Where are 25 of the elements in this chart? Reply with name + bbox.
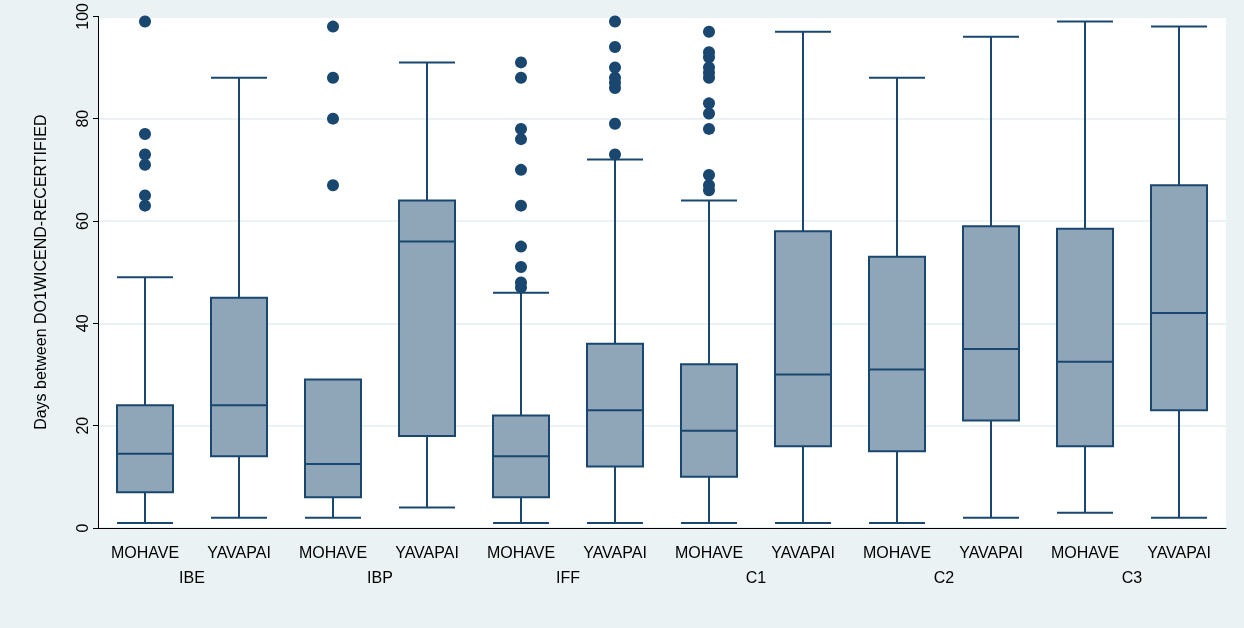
x-tick-label: MOHAVE [674,543,744,561]
text: IBP [367,568,393,586]
text: C2 [933,568,955,586]
x-tick-label: MOHAVE [486,543,556,561]
y-axis-title: Days between DO1WICEND-RECERTIFIED [31,114,49,430]
y-tick-label: 100 [73,2,91,30]
x-tick-label: YAVAPAI [395,543,459,561]
y-tick-label: 60 [73,212,91,230]
y-tick-label: 80 [73,109,91,128]
y-tick-label: 0 [73,523,91,533]
y-tick-label: 40 [73,314,91,333]
x-tick-label: MOHAVE [862,543,932,561]
text: C3 [1121,568,1143,586]
text: IBE [179,568,205,586]
x-tick-label: YAVAPAI [207,543,271,561]
x-tick-label: YAVAPAI [1147,543,1211,561]
x-tick-label: YAVAPAI [583,543,647,561]
x-tick-label: YAVAPAI [771,543,835,561]
y-tick-label: 20 [73,416,91,435]
x-tick-label: MOHAVE [1050,543,1120,561]
x-tick-label: MOHAVE [110,543,180,561]
x-tick-label: YAVAPAI [959,543,1023,561]
x-tick-label: MOHAVE [298,543,368,561]
text: C1 [745,568,767,586]
text: IFF [556,568,581,586]
